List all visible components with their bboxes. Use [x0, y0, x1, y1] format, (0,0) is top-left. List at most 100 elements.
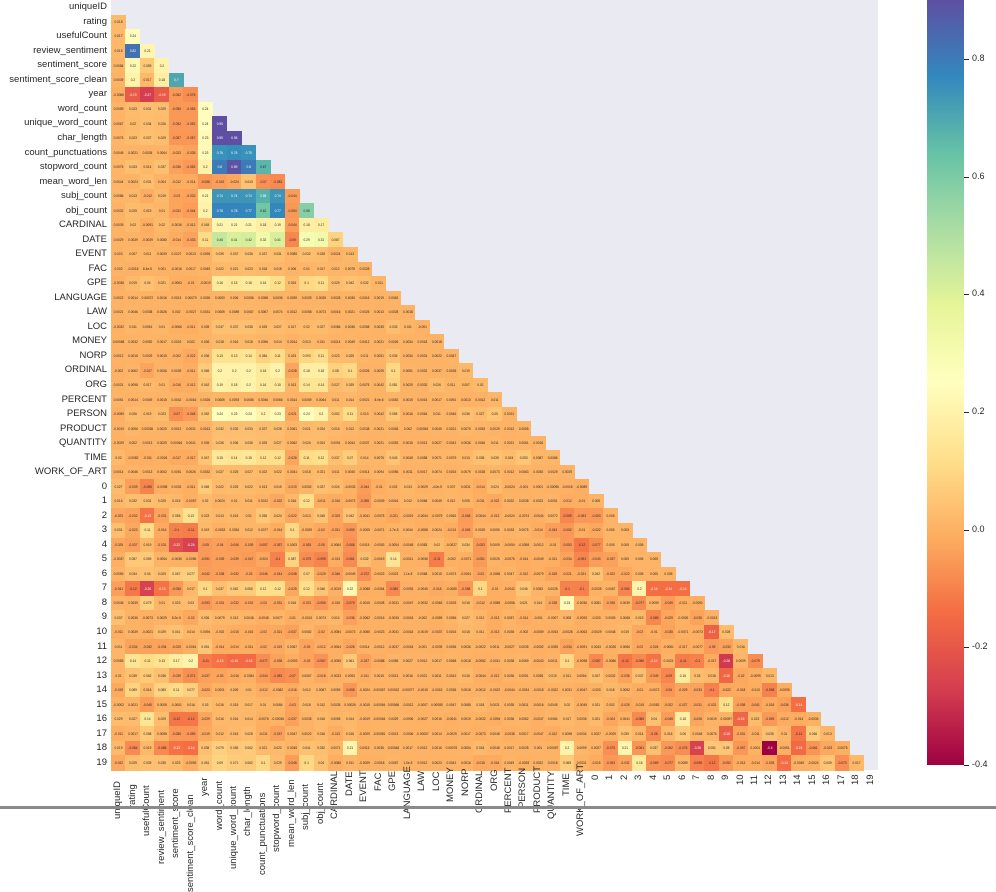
heatmap-cell: -0.01 — [574, 493, 590, 510]
heatmap-cell: -0.0059 — [111, 406, 126, 423]
heatmap-cell: 0.15 — [241, 450, 257, 467]
colorbar-tick — [964, 647, 969, 649]
heatmap-cell: -0.002 — [443, 552, 459, 569]
heatmap-cell: -0.05 — [704, 639, 720, 656]
heatmap-cell: -0.015 — [588, 755, 604, 772]
heatmap-cell: -0.012 — [313, 639, 329, 656]
x-axis-label: 12 — [763, 774, 775, 786]
heatmap-cell: 0.0028 — [545, 581, 561, 598]
heatmap-cell: 0.18 — [313, 363, 329, 380]
heatmap-cell: -0.01 — [371, 479, 387, 496]
x-axis-label: MONEY — [445, 767, 457, 802]
heatmap-cell: -0.043 — [545, 523, 561, 540]
heatmap-cell: 0.019 — [197, 523, 213, 540]
heatmap-cell: 0.0096 — [255, 334, 271, 351]
heatmap-cell: -0.085 — [385, 581, 401, 598]
heatmap-cell: -0.0093 — [284, 653, 300, 670]
heatmap-cell: -0.11 — [429, 552, 445, 569]
heatmap-cell: 0.2 — [255, 406, 271, 423]
heatmap-cell: -0.0035 — [385, 610, 401, 627]
heatmap-cell: 0.0081 — [588, 595, 604, 612]
y-axis-label: LOC — [87, 320, 107, 332]
heatmap-cell: 0.0026 — [183, 464, 199, 481]
heatmap-cell: 0.0075 — [357, 377, 373, 394]
heatmap-cell: 0.0067 — [284, 639, 300, 656]
heatmap-cell: 0.24 — [299, 406, 315, 423]
heatmap-cell: 0.017 — [139, 72, 155, 89]
heatmap-cell: -0.022 — [487, 493, 503, 510]
heatmap-cell: -0.025 — [313, 566, 329, 583]
heatmap-cell: -0.034 — [559, 552, 575, 569]
x-axis-label: 6 — [676, 774, 688, 780]
x-axis-label: GPE — [387, 770, 399, 791]
heatmap-cell: 0.0039 — [284, 290, 300, 307]
heatmap-cell: -0.039 — [212, 552, 228, 569]
y-axis-label: 8 — [101, 596, 107, 608]
heatmap-cell: 0.022 — [255, 464, 271, 481]
heatmap-cell: 0.0027 — [400, 653, 416, 670]
heatmap-cell: 0.029 — [154, 566, 170, 583]
heatmap-cell: -0.19 — [154, 87, 170, 104]
y-axis-label: 19 — [96, 756, 107, 768]
heatmap-cell: 0.0049 — [342, 334, 358, 351]
heatmap-cell: 0.0035 — [516, 493, 532, 510]
heatmap-cell: 0.0015 — [414, 392, 430, 409]
heatmap-cell: 0.036 — [241, 435, 257, 452]
heatmap-cell: -0.035 — [183, 145, 199, 162]
heatmap-cell: 0.022 — [241, 479, 257, 496]
heatmap-cell: 0.0026 — [385, 334, 401, 351]
heatmap-cell: -0.0055 — [357, 624, 373, 641]
heatmap-cell: 0.0024 — [429, 523, 445, 540]
heatmap-cell: 0.025 — [125, 203, 141, 220]
heatmap-cell: 0.0013 — [414, 435, 430, 452]
heatmap-cell: 0.58 — [299, 203, 315, 220]
heatmap-cell: -0.0036 — [574, 595, 590, 612]
heatmap-cell: 0.16 — [241, 276, 257, 293]
heatmap-cell: 0.2 — [212, 363, 228, 380]
heatmap-cell: 0.0062 — [284, 435, 300, 452]
heatmap-cell: 0.0054 — [154, 552, 170, 569]
heatmap-cell: 0.14 — [241, 348, 257, 365]
heatmap-cell: 0.011 — [125, 319, 141, 336]
heatmap-cell: -0.1 — [168, 523, 184, 540]
heatmap-cell: 0.0079 — [458, 464, 474, 481]
heatmap-cell: 0.029 — [154, 101, 170, 118]
heatmap-cell: 0.008 — [559, 610, 575, 627]
heatmap-cell: -0.034 — [125, 639, 141, 656]
heatmap-cell: 0.051 — [197, 639, 213, 656]
heatmap-cell: -0.0023 — [371, 624, 387, 641]
heatmap-cell: 0.0059 — [111, 566, 126, 583]
heatmap-cell: 0.0094 — [197, 624, 213, 641]
heatmap-cell: 0.0044 — [342, 435, 358, 452]
heatmap-cell: 0.017 — [183, 581, 199, 598]
heatmap-cell: 0.014 — [342, 392, 358, 409]
heatmap-cell: 0.0073 — [313, 305, 329, 322]
heatmap-cell: 0.16 — [212, 276, 228, 293]
heatmap-cell: -0.0082 — [125, 450, 141, 467]
heatmap-cell: 0.11 — [313, 348, 329, 365]
heatmap-cell: -0.017 — [675, 639, 691, 656]
heatmap-cell: -0.0037 — [429, 624, 445, 641]
heatmap-cell: 0.0026 — [154, 305, 170, 322]
heatmap-cell: -0.035 — [603, 595, 619, 612]
heatmap-cell: -0.013 — [487, 610, 503, 627]
heatmap-cell: 0.037 — [212, 581, 228, 598]
heatmap-cell: 0.0015 — [400, 435, 416, 452]
heatmap-cell: 0.051 — [197, 755, 213, 772]
heatmap-cell: -0.0052 — [530, 639, 546, 656]
heatmap-cell: 0.013 — [284, 377, 300, 394]
heatmap-cell: 0.0035 — [139, 145, 155, 162]
heatmap-cell: 0.0055 — [385, 653, 401, 670]
heatmap-cell: -0.014 — [516, 552, 532, 569]
heatmap-cell: -0.024 — [255, 552, 271, 569]
heatmap-cell: 8.2e-5 — [168, 610, 184, 627]
heatmap-cell: 0.0036 — [458, 435, 474, 452]
heatmap-cell: -0.19 — [125, 87, 141, 104]
y-axis-label: LAW — [86, 306, 107, 318]
heatmap-cell: 0.0021 — [371, 435, 387, 452]
y-axis-label: 17 — [96, 727, 107, 739]
heatmap-cell: -0.0027 — [443, 537, 459, 554]
heatmap-cell: 0.027 — [472, 406, 488, 423]
heatmap-cell: 0.024 — [270, 508, 286, 525]
heatmap-cell: 0.023 — [168, 755, 184, 772]
